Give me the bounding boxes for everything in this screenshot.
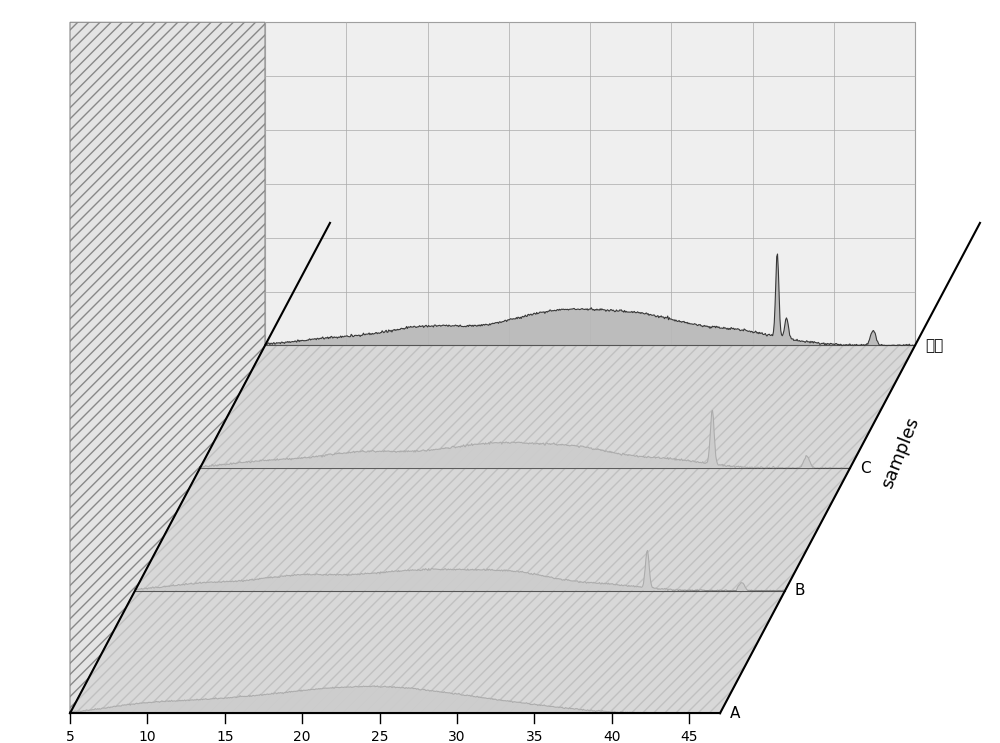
Polygon shape [70, 686, 720, 713]
Text: 40: 40 [603, 730, 620, 743]
Text: 20: 20 [293, 730, 311, 743]
Text: 10: 10 [139, 730, 156, 743]
Polygon shape [200, 410, 850, 468]
Text: A: A [730, 706, 740, 721]
Polygon shape [200, 345, 915, 468]
Polygon shape [265, 22, 915, 345]
Polygon shape [70, 345, 915, 713]
Polygon shape [135, 468, 850, 591]
Polygon shape [70, 591, 785, 713]
Text: 45: 45 [680, 730, 698, 743]
Text: 30: 30 [448, 730, 466, 743]
Text: 15: 15 [216, 730, 234, 743]
Text: C: C [860, 461, 871, 476]
Text: 35: 35 [526, 730, 543, 743]
Text: samples: samples [878, 415, 922, 491]
Text: B: B [795, 583, 805, 598]
Polygon shape [135, 551, 785, 591]
Text: 5: 5 [66, 730, 74, 743]
Text: 25: 25 [371, 730, 388, 743]
Text: 原始: 原始 [925, 338, 943, 353]
Polygon shape [70, 22, 265, 713]
Polygon shape [265, 254, 915, 345]
